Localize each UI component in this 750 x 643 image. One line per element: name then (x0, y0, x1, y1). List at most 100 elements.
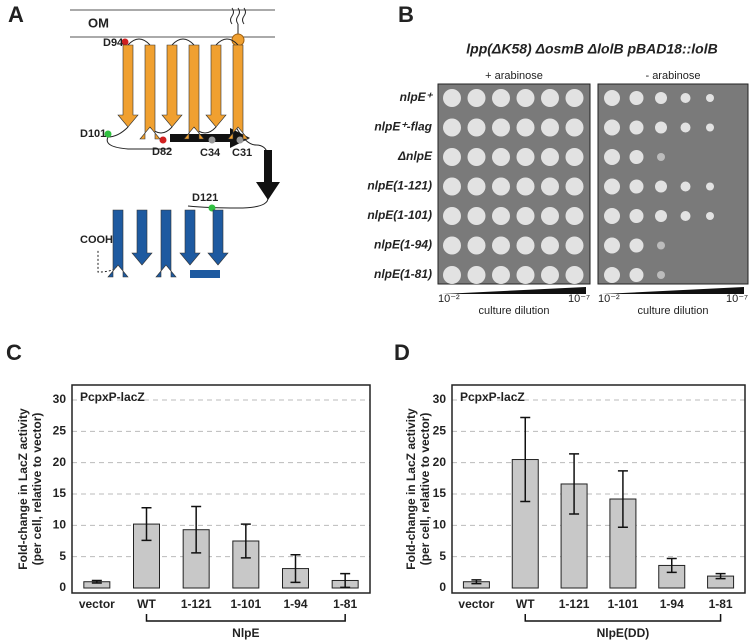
colony-spot (492, 148, 510, 166)
colony-spot (604, 119, 620, 136)
colony-spot (443, 207, 461, 225)
y-axis-label: (per cell, relative to vector) (418, 413, 432, 566)
colony-spot (516, 266, 535, 284)
error-bar (91, 579, 102, 584)
colony-spot (655, 180, 667, 193)
colony-spot (604, 178, 620, 195)
strain-label: nlpE(1-121) (367, 179, 432, 193)
colony-spot (629, 120, 644, 135)
y-tick-label: 20 (433, 455, 447, 469)
condition-label: - arabinose (645, 70, 700, 82)
y-tick-label: 0 (59, 580, 66, 594)
colony-spot (467, 118, 486, 137)
colony-spot (604, 237, 620, 254)
group-bracket (145, 614, 346, 622)
residue-dot (121, 38, 129, 46)
dilution-end: 10⁻⁷ (568, 293, 590, 305)
arrow (256, 150, 280, 200)
x-tick-label: 1-101 (608, 597, 639, 611)
lipid-head (231, 33, 245, 47)
colony-spot (604, 149, 620, 165)
panel-label: C (6, 340, 22, 365)
y-tick-label: 10 (433, 518, 447, 532)
x-tick-label: 1-94 (660, 597, 684, 611)
colony-spot (516, 89, 535, 107)
dilution-end: 10⁻⁷ (726, 293, 748, 305)
residue-label: COOH (80, 234, 113, 246)
colony-spot (706, 212, 714, 220)
beta-strand (183, 44, 205, 140)
colony-spot (541, 118, 559, 137)
colony-spot (516, 236, 535, 255)
y-tick-label: 5 (439, 549, 446, 563)
y-axis-label: (per cell, relative to vector) (30, 413, 44, 566)
colony-spot (467, 177, 486, 196)
colony-spot (565, 266, 584, 284)
y-tick-label: 20 (53, 455, 67, 469)
error-bar (520, 416, 531, 503)
colony-spot (541, 236, 559, 255)
colony-spot (629, 91, 644, 105)
colony-spot (492, 89, 510, 107)
y-tick-label: 15 (433, 486, 447, 500)
plot-frame (71, 384, 371, 594)
colony-spot (629, 150, 644, 164)
strain-title: lpp(ΔK58) ΔosmB ΔlolB pBAD18::lolB (466, 41, 717, 57)
y-tick-label: 0 (439, 580, 446, 594)
residue-dot (159, 136, 167, 144)
lipid-tail (230, 7, 246, 25)
colony-spot (604, 208, 620, 224)
dilution-start: 10⁻² (598, 293, 620, 305)
residue-label: C34 (200, 147, 221, 159)
colony-spot (467, 236, 486, 255)
beta-strand (107, 209, 129, 278)
residue-label: D101 (80, 128, 106, 140)
colony-spot (541, 148, 559, 166)
residue-label: D94 (103, 37, 124, 49)
plate (597, 83, 749, 285)
y-tick-label: 30 (53, 392, 67, 406)
x-tick-label: vector (458, 597, 494, 611)
plate (437, 83, 591, 285)
strain-label: ΔnlpE (397, 149, 433, 163)
residue-label: C31 (232, 147, 252, 159)
colony-spot (443, 266, 461, 284)
residue-dot (104, 130, 112, 138)
colony-spot (516, 177, 535, 196)
y-tick-label: 5 (59, 549, 66, 563)
colony-spot (680, 181, 691, 192)
group-bracket (524, 614, 722, 622)
colony-spot (443, 236, 461, 255)
strain-label: nlpE⁺ (400, 90, 434, 104)
colony-spot (516, 148, 535, 166)
colony-spot (629, 179, 644, 194)
bar (133, 523, 160, 589)
colony-spot (516, 118, 535, 137)
colony-spot (680, 211, 691, 221)
colony-spot (657, 241, 665, 250)
y-axis-label: Fold-change in LacZ activity (16, 408, 30, 570)
bar (182, 529, 210, 589)
colony-spot (565, 148, 584, 166)
y-tick-label: 25 (53, 424, 67, 438)
colony-spot (629, 238, 644, 253)
residue-label: D82 (152, 146, 172, 158)
colony-spot (706, 94, 714, 102)
beta-strand (207, 209, 229, 266)
y-axis-label: Fold-change in LacZ activity (404, 408, 418, 570)
colony-spot (604, 90, 620, 106)
colony-spot (492, 236, 510, 255)
colony-spot (467, 266, 486, 284)
dilution-wedge (602, 287, 744, 294)
colony-spot (657, 153, 665, 161)
colony-spot (657, 271, 665, 279)
beta-strand (205, 44, 227, 128)
chart-title: PcpxP-lacZ (80, 390, 145, 404)
beta-strand (139, 44, 161, 140)
dilution-label: culture dilution (479, 305, 550, 317)
x-tick-label: 1-121 (181, 597, 212, 611)
colony-spot (443, 148, 461, 166)
y-tick-label: 10 (53, 518, 67, 532)
helix (190, 270, 220, 278)
